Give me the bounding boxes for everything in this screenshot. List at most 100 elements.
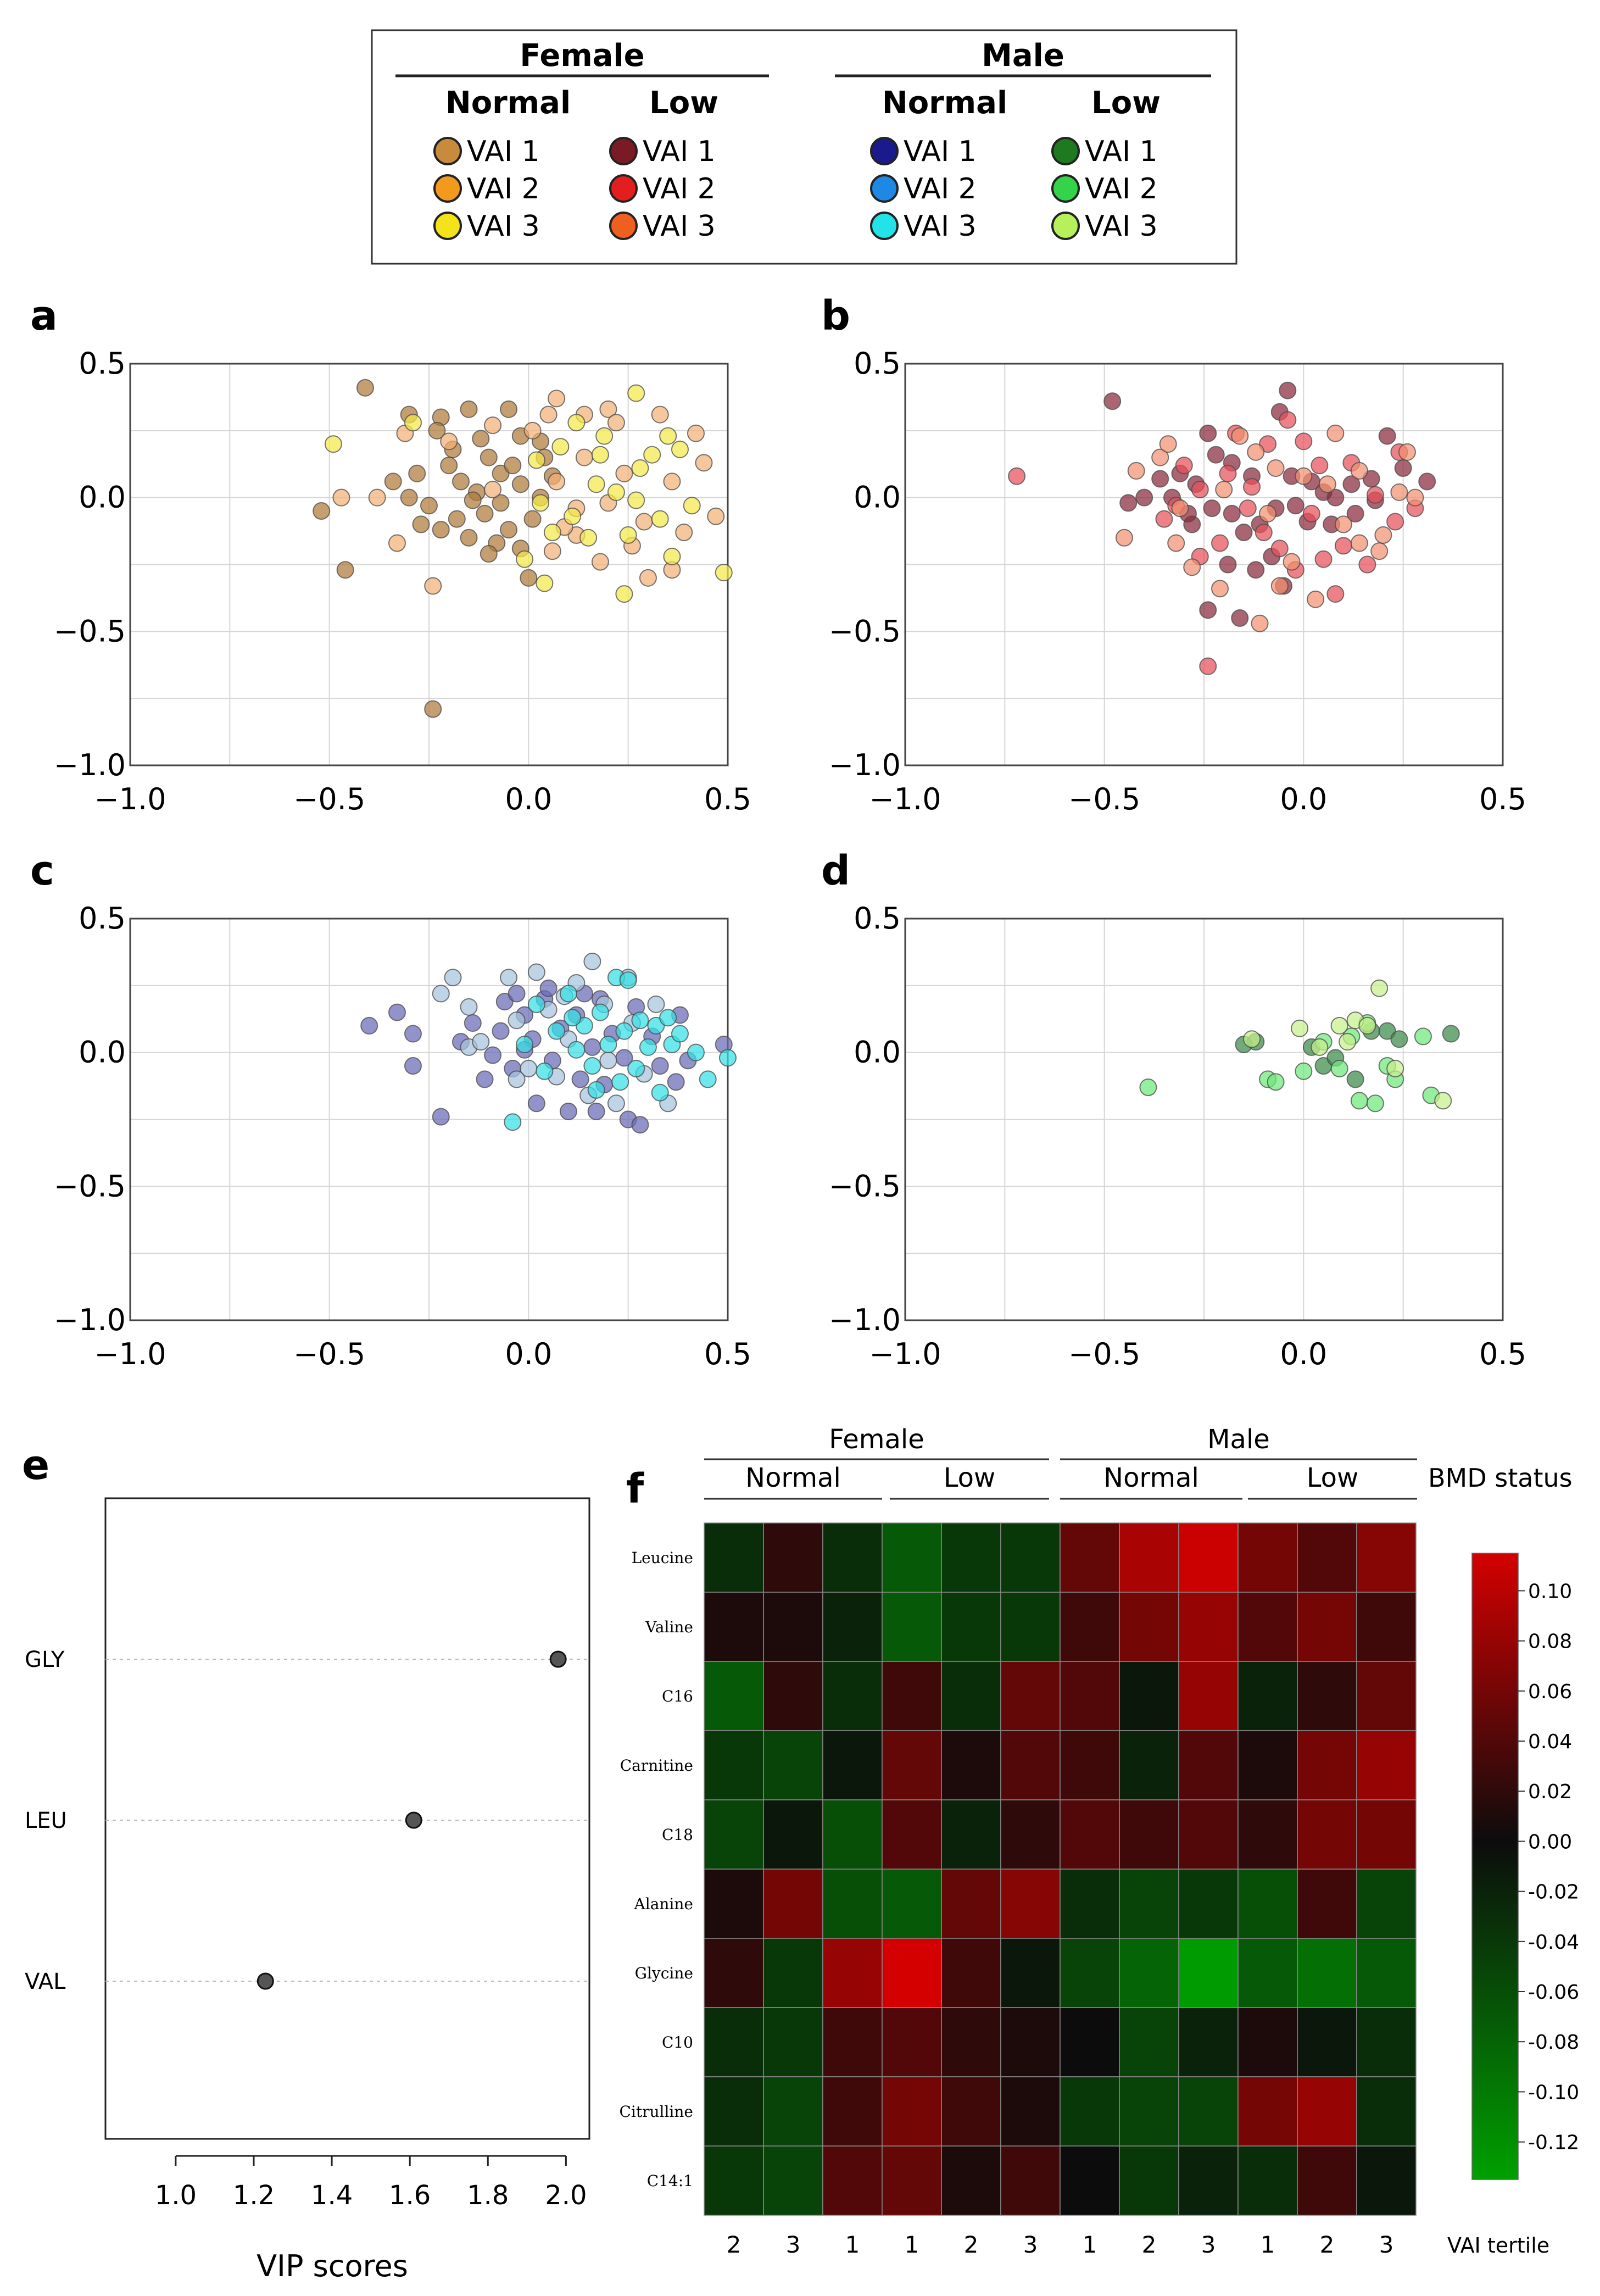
data-point [1374,526,1392,544]
y-tick-label: 0.0 [79,1035,126,1070]
data-point [1239,499,1257,518]
heatmap-cell [1356,1938,1417,2008]
data-point [527,451,545,469]
data-point [631,1116,649,1134]
data-point [460,400,478,418]
panel-letter: e [22,1442,49,1489]
legend-status-heading: Normal [882,85,1007,121]
legend-item-label: VAI 1 [904,135,977,168]
heatmap-cell [1119,1938,1179,2008]
vai-tertile-label: VAI tertile [1447,2233,1549,2258]
data-point [1311,457,1329,475]
legend-marker [609,174,638,203]
data-point [476,1070,494,1088]
legend-sex-heading: Female [520,38,644,74]
data-point [388,1003,406,1021]
scatter-panel-c: c −1.0 −0.5 0.0 0.5 0.5 0.0 −0.5 −1.0 [30,847,751,1371]
data-point [313,502,331,520]
legend-marker [870,212,899,240]
heatmap-status-header: Normal [1103,1463,1199,1493]
data-point [1370,542,1389,560]
heatmap-cell [1297,1522,1357,1593]
legend-item-label: VAI 2 [467,173,540,205]
data-point [1390,1030,1408,1048]
data-point [1255,524,1273,542]
heatmap-cell [1060,1592,1120,1662]
y-tick-label: −0.5 [829,1169,901,1203]
vip-panel: e GLY LEU VAL 1.0 1.2 1.4 1.6 1.8 2.0 VIP scores [22,1442,590,2283]
data-point [567,1041,586,1059]
heatmap-cell [882,1938,942,2008]
legend-item-label: VAI 1 [467,135,540,168]
data-point [1259,504,1277,522]
heatmap-cell [1178,2076,1239,2147]
heatmap-cell [941,1730,1001,1800]
y-tick-label: −0.5 [54,1169,126,1203]
data-point [663,472,681,491]
data-point [671,1025,689,1043]
data-point [388,534,406,552]
heatmap-cell [1000,2145,1061,2216]
x-tick-label: −1.0 [94,1337,166,1371]
data-point [523,421,542,440]
data-point [643,446,661,464]
legend-marker [1051,137,1080,165]
scatter-panels: a −1.0 −0.5 0.0 0.5 0.5 0.0 −0.5 −1.0 b −1.0 −0.5 0.… [30,292,1526,1371]
data-point [1330,1016,1348,1035]
legend: Female Normal VAI 1 VAI 2 VAI 3 Low VAI 1 VAI 2… [371,29,1237,265]
data-point [1270,540,1289,558]
heatmap-sex-header: Female [829,1424,924,1455]
data-point [1247,561,1265,579]
heatmap-cell [763,1661,823,1731]
plot-frame [904,363,1504,766]
data-point [536,574,554,592]
heatmap-cell [1060,1522,1120,1593]
y-tick-label: −1.0 [829,1303,901,1337]
data-point [1394,459,1412,477]
legend-item-label: VAI 2 [1085,173,1158,205]
data-point [1378,427,1396,445]
heatmap-cell [1297,1661,1357,1731]
heatmap-cell [882,1522,942,1593]
data-point [1203,499,1221,518]
heatmap-cell [1119,2076,1179,2147]
y-tick-label: 0.0 [79,480,126,515]
heatmap-cell [704,1730,764,1800]
y-tick-label: 0.0 [854,480,901,515]
data-point [523,510,542,528]
data-point [1211,534,1229,552]
data-point [527,963,545,981]
data-point [631,1011,649,1030]
data-point [1175,457,1193,475]
data-point [615,1022,633,1040]
data-point [536,1062,554,1080]
heatmap-cell [941,1799,1001,1870]
data-point [1386,513,1404,531]
category-label: GLY [25,1647,65,1672]
colorbar-tick-label: -0.12 [1528,2132,1579,2154]
data-point [583,1038,601,1056]
data-point [1366,486,1384,504]
heatmap-cell [1178,2007,1239,2077]
heatmap-cell [941,1661,1001,1731]
data-point [336,561,354,579]
heatmap-cell [1000,1661,1061,1731]
heatmap-cell [1297,1938,1357,2008]
heatmap-cell [1178,1799,1239,1870]
heatmap-cell [1119,1730,1179,1800]
heatmap-cell [1178,1592,1239,1662]
data-point [564,507,582,525]
y-tick-label: 0.5 [854,901,901,936]
data-point [575,448,593,466]
data-point [1219,464,1237,482]
heatmap-cell [1237,1522,1298,1593]
data-point [1183,558,1201,576]
data-point [1267,459,1285,477]
data-point [1358,555,1376,574]
legend-item-label: VAI 2 [904,173,977,205]
data-point [1243,1030,1261,1048]
heatmap-cell [1356,1522,1417,1593]
heatmap-cell [1297,1592,1357,1662]
tertile-label: 1 [1261,2231,1275,2258]
colorbar-tick-label: -0.04 [1528,1931,1579,1954]
